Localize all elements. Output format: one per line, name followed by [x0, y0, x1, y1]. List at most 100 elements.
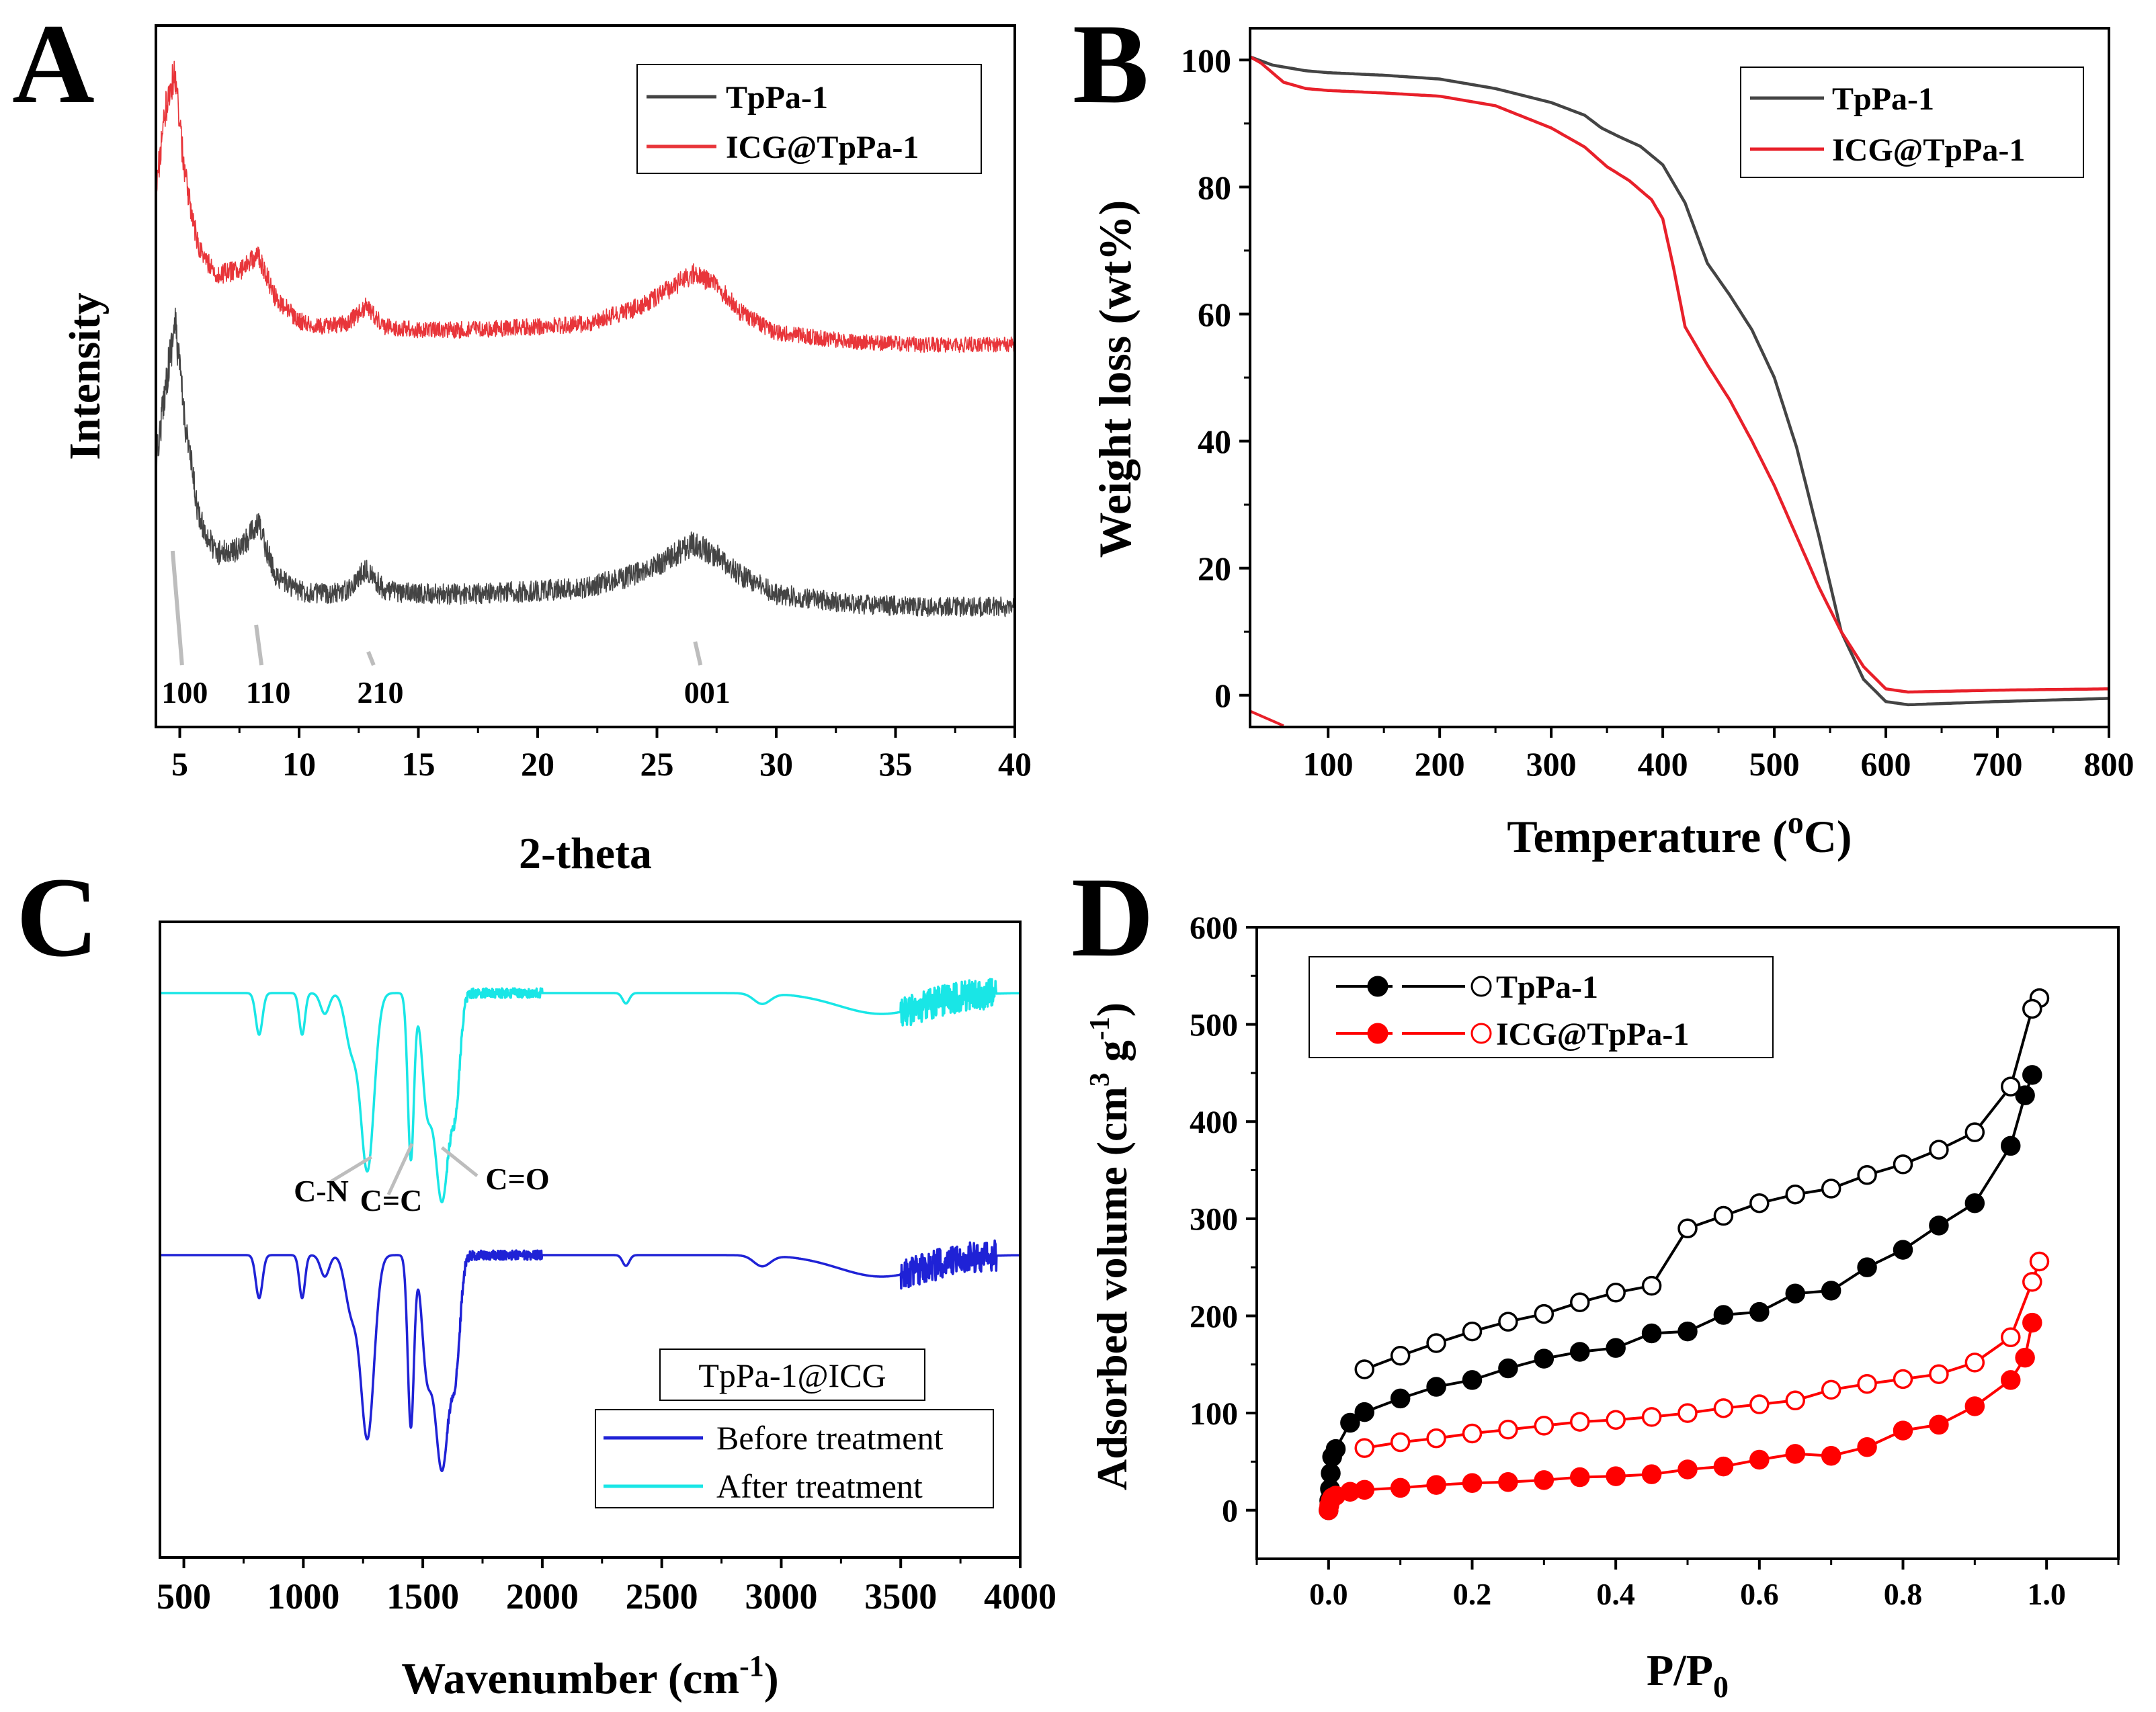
- desorption-point: [1893, 1369, 1913, 1389]
- adsorption-point: [2022, 1065, 2042, 1085]
- desorption-point: [1785, 1390, 1805, 1411]
- adsorption-point: [1426, 1377, 1446, 1397]
- desorption-point: [1641, 1407, 1662, 1427]
- desorption-point: [1354, 1438, 1374, 1458]
- x-tick-label: 2500: [626, 1576, 698, 1617]
- y-axis-label: Weight loss (wt%): [1089, 200, 1141, 558]
- x-axis-label-sup: o: [1788, 805, 1804, 841]
- band-leader: [440, 1146, 479, 1177]
- x-tick-label: 20: [521, 745, 554, 783]
- desorption-point: [1570, 1412, 1590, 1432]
- y-axis-label: Adsorbed volume (cm3 g-1): [1085, 1002, 1136, 1490]
- adsorption-point: [1677, 1321, 1698, 1342]
- y-tick-label: 0: [1214, 677, 1231, 714]
- adsorption-point: [2001, 1370, 2021, 1390]
- adsorption-point: [1929, 1414, 1949, 1435]
- adsorption-point: [1893, 1420, 1913, 1441]
- desorption-point: [1857, 1373, 1877, 1394]
- band-label: C=O: [485, 1162, 549, 1196]
- legend-label: ICG@TpPa-1: [1496, 1017, 1689, 1052]
- adsorption-point: [1340, 1412, 1360, 1433]
- legend-box: [1309, 956, 1774, 1058]
- x-tick-label: 700: [1973, 745, 2023, 783]
- desorption-point: [1749, 1394, 1770, 1414]
- desorption-point: [1390, 1346, 1411, 1366]
- peak-label: 210: [357, 675, 403, 710]
- x-axis-label-sub: 0: [1713, 1670, 1729, 1704]
- legend-label: TpPa-1: [726, 80, 828, 116]
- adsorption-point: [2001, 1136, 2021, 1156]
- y-tick-label: 80: [1198, 169, 1231, 206]
- y-tick-label: 500: [1190, 1007, 1238, 1043]
- panel-a: 100 110 210 001 5 10 15 20 25 30 35 40 2-theta Intens…: [12, 1, 1032, 878]
- x-axis-label: Wavenumber (cm-1): [401, 1650, 779, 1703]
- panel-d: 0.0 0.2 0.4 0.6 0.8 1.0 0 100 200 300 400 500 600 P/P…: [1071, 854, 2120, 1704]
- plot-frame: [155, 24, 1016, 728]
- legend-label: Before treatment: [716, 1419, 943, 1457]
- y-axis-label-mid: g: [1088, 1040, 1136, 1072]
- x-axis-label: P/P0: [1647, 1646, 1729, 1704]
- legend-title-box: [659, 1349, 925, 1401]
- x-axis-label-text: Temperature (: [1507, 811, 1787, 862]
- desorption-point: [1677, 1218, 1698, 1239]
- desorption-point: [1821, 1179, 1841, 1199]
- xrd-trace-1: [155, 60, 1015, 353]
- ftir-trace-1: [159, 978, 1022, 1203]
- adsorption-point: [1390, 1388, 1411, 1409]
- y-axis-label-sup: 3: [1085, 1072, 1116, 1086]
- desorption-point: [1785, 1184, 1805, 1205]
- desorption-point: [1929, 1140, 1949, 1160]
- desorption-point: [1534, 1416, 1554, 1436]
- adsorption-point: [1606, 1338, 1626, 1358]
- desorption-point: [1713, 1205, 1734, 1226]
- desorption-point: [1713, 1398, 1734, 1418]
- x-axis-label-end: C): [1804, 811, 1852, 862]
- x-tick-label: 25: [640, 745, 674, 783]
- desorption-point: [1641, 1275, 1662, 1296]
- adsorption-point: [1677, 1459, 1698, 1480]
- peak-label: 001: [684, 675, 731, 710]
- x-tick-label: 500: [157, 1576, 211, 1617]
- adsorption-point: [1821, 1445, 1841, 1466]
- adsorption-point: [1570, 1467, 1590, 1488]
- panel-letter: C: [16, 854, 99, 980]
- desorption-point: [1893, 1154, 1913, 1174]
- desorption-point: [1390, 1432, 1411, 1453]
- y-axis-label-sup: -1: [1085, 1017, 1116, 1040]
- desorption-point: [1677, 1403, 1698, 1423]
- x-axis-label-text: Wavenumber (cm: [401, 1654, 739, 1703]
- x-tick-label: 300: [1526, 745, 1577, 783]
- band-label: C=C: [360, 1183, 423, 1217]
- x-tick-label: 600: [1861, 745, 1911, 783]
- x-tick-label: 0.8: [1884, 1577, 1923, 1611]
- adsorption-point: [1713, 1305, 1734, 1325]
- legend-title: TpPa-1@ICG: [698, 1357, 886, 1394]
- x-tick-label: 800: [2084, 745, 2134, 783]
- adsorption-point: [1857, 1437, 1877, 1457]
- x-tick-label: 40: [998, 745, 1032, 783]
- tga-curve-1: [1249, 55, 2109, 694]
- desorption-point: [2001, 1076, 2021, 1097]
- desorption-point: [1964, 1353, 1985, 1373]
- x-tick-label: 400: [1638, 745, 1688, 783]
- x-tick-label: 0.0: [1309, 1577, 1348, 1611]
- adsorption-point: [1498, 1358, 1518, 1379]
- y-tick-label: 400: [1190, 1105, 1238, 1140]
- legend-label: TpPa-1: [1496, 970, 1598, 1005]
- adsorption-point: [1462, 1370, 1483, 1390]
- x-tick-label: 15: [402, 745, 436, 783]
- peak-leader: [693, 641, 703, 666]
- desorption-point: [1606, 1283, 1626, 1303]
- adsorption-point: [1785, 1444, 1805, 1464]
- peak-leader: [366, 650, 376, 667]
- adsorption-point: [1964, 1193, 1985, 1213]
- legend-marker: [1470, 1023, 1492, 1044]
- y-tick-label: 200: [1190, 1299, 1238, 1334]
- adsorption-point: [1606, 1466, 1626, 1486]
- adsorption-point: [1534, 1349, 1554, 1369]
- x-tick-label: 0.4: [1596, 1577, 1635, 1611]
- y-tick-label: 600: [1190, 910, 1238, 946]
- adsorption-point: [1821, 1281, 1841, 1301]
- panel-letter: B: [1073, 1, 1149, 127]
